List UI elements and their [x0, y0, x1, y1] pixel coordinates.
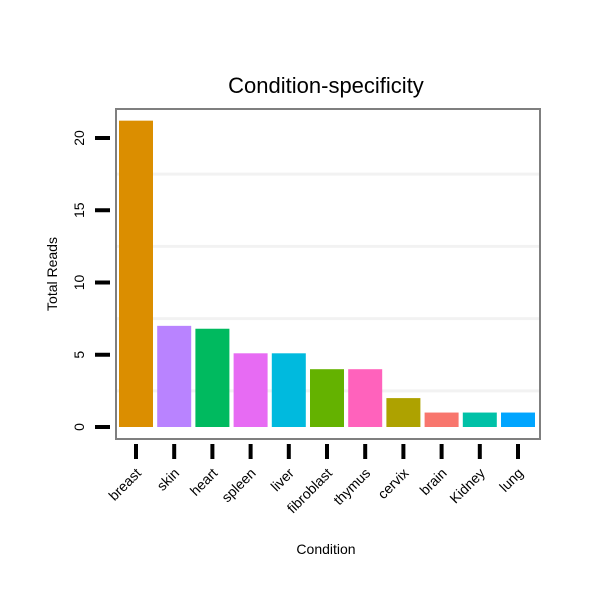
x-tick-label: brain: [416, 465, 449, 498]
bars: [119, 120, 535, 427]
x-tick-label: heart: [187, 465, 221, 499]
x-tick-label: cervix: [374, 465, 411, 502]
x-tick-label: Kidney: [446, 465, 488, 507]
y-axis-label: Total Reads: [44, 237, 60, 311]
x-tick-label: lung: [496, 465, 526, 495]
bar-thymus: [348, 369, 383, 427]
y-tick-label: 5: [71, 351, 87, 359]
y-tick-label: 0: [71, 423, 87, 431]
x-axis-label: Condition: [296, 541, 355, 557]
x-tick-label: breast: [105, 465, 144, 504]
plot-border: [115, 108, 541, 440]
y-axis: 0 5 10 15 20: [71, 130, 110, 431]
bar-liver: [271, 353, 306, 427]
x-tick-label: skin: [153, 465, 182, 494]
y-tick-label: 10: [71, 275, 87, 291]
bar-breast: [119, 120, 153, 427]
bar-lung: [501, 412, 535, 427]
bar-cervix: [386, 398, 421, 427]
bar-spleen: [233, 353, 268, 427]
bar-brain: [424, 412, 459, 427]
bar-fibroblast: [310, 369, 344, 427]
y-tick-label: 20: [71, 130, 87, 146]
bar-skin: [157, 325, 192, 427]
x-tick-label: spleen: [218, 465, 258, 505]
y-tick-label: 15: [71, 202, 87, 218]
x-tick-label: liver: [267, 465, 297, 495]
x-tick-label: thymus: [330, 465, 373, 508]
bar-heart: [195, 328, 230, 427]
chart-title: Condition-specificity: [228, 73, 424, 98]
bar-kidney: [462, 412, 497, 427]
